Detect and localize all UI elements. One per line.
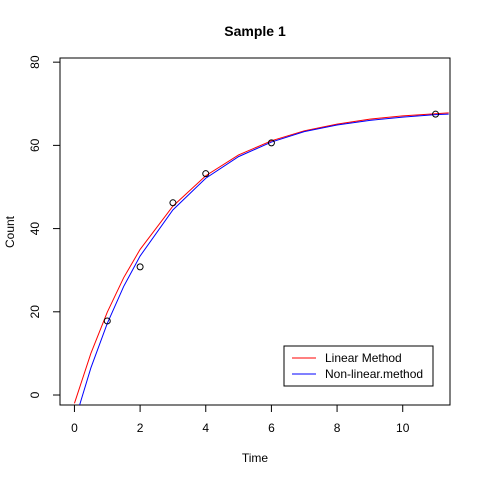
data-point bbox=[267, 139, 275, 147]
chart-title: Sample 1 bbox=[224, 23, 286, 39]
x-tick-label: 4 bbox=[202, 421, 209, 435]
legend-label: Linear Method bbox=[325, 351, 402, 365]
data-point bbox=[136, 263, 144, 271]
y-tick-label: 40 bbox=[28, 222, 42, 236]
legend-label: Non-linear.method bbox=[325, 367, 423, 381]
series-line bbox=[73, 112, 449, 404]
x-tick-label: 6 bbox=[268, 421, 275, 435]
x-tick-label: 2 bbox=[137, 421, 144, 435]
series-line bbox=[79, 113, 449, 405]
data-point bbox=[169, 199, 177, 207]
x-axis-label: Time bbox=[242, 451, 269, 465]
y-tick-label: 80 bbox=[28, 55, 42, 69]
x-tick-label: 8 bbox=[334, 421, 341, 435]
x-tick-label: 0 bbox=[71, 421, 78, 435]
data-point bbox=[202, 170, 210, 178]
x-tick-label: 10 bbox=[396, 421, 410, 435]
legend-box bbox=[283, 345, 434, 387]
data-point bbox=[432, 110, 440, 118]
plot-frame bbox=[59, 57, 451, 406]
data-point bbox=[103, 317, 111, 325]
y-tick-label: 0 bbox=[28, 391, 42, 398]
plot-area bbox=[73, 112, 449, 405]
y-tick-label: 60 bbox=[28, 138, 42, 152]
y-tick-label: 20 bbox=[28, 305, 42, 319]
y-axis-label: Count bbox=[3, 215, 17, 248]
